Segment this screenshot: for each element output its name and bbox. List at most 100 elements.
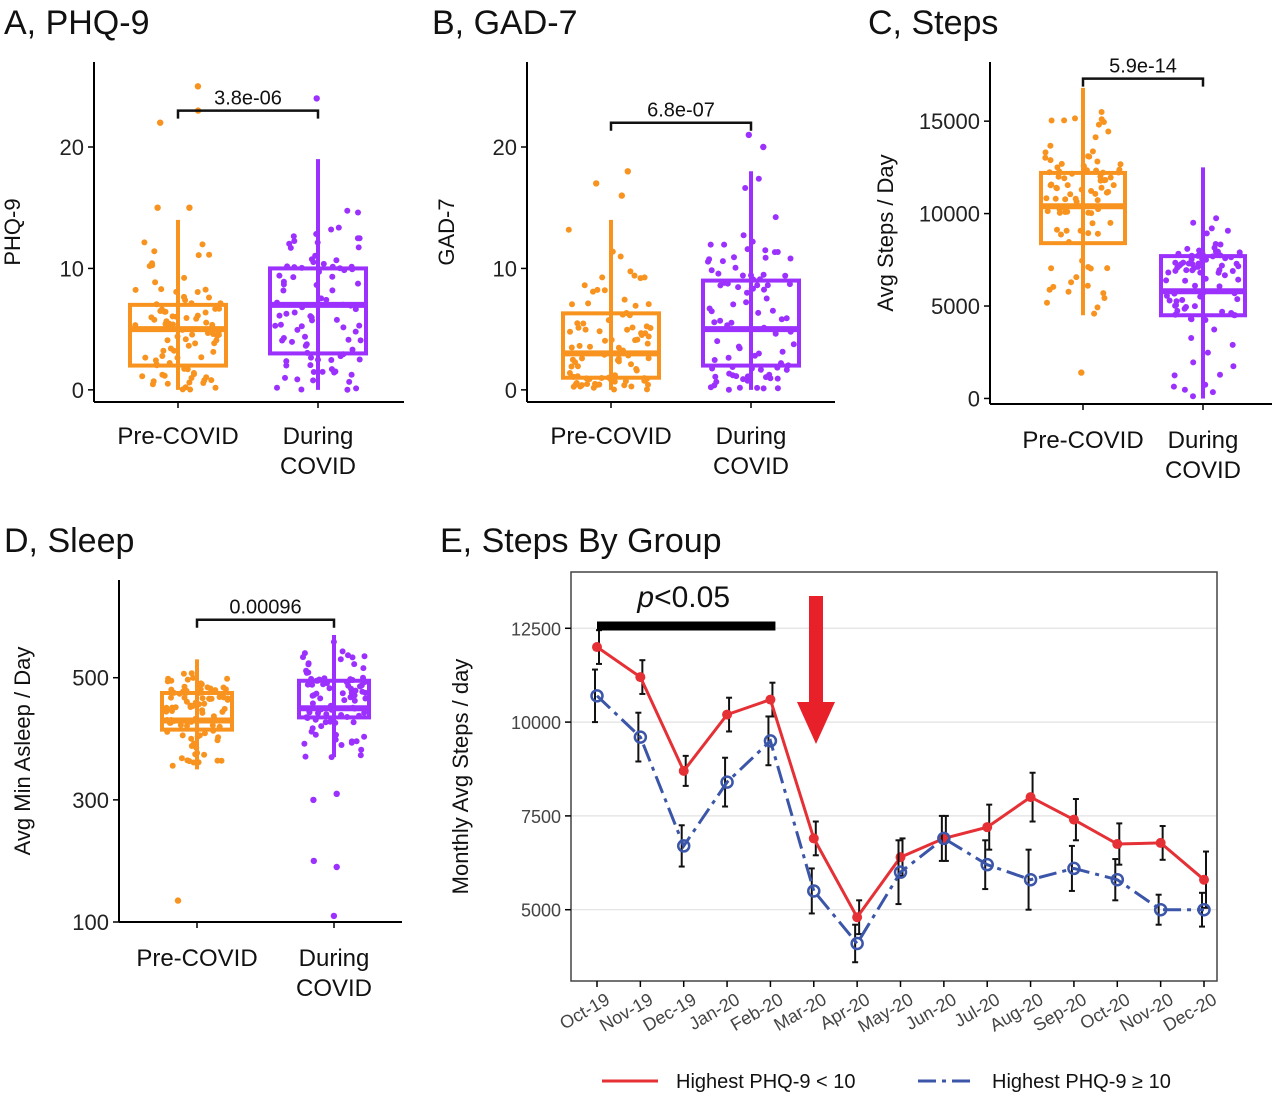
data-point <box>1104 265 1111 272</box>
data-point <box>1105 128 1112 135</box>
series-phq-low <box>592 629 1209 936</box>
series-point <box>763 734 778 748</box>
series-point <box>592 642 602 653</box>
data-point <box>194 312 201 319</box>
data-point <box>159 353 166 359</box>
data-point <box>195 252 202 259</box>
data-point <box>1173 298 1180 305</box>
data-point <box>160 347 167 354</box>
data-point <box>629 324 636 331</box>
data-point <box>302 753 309 760</box>
data-point <box>1188 316 1195 323</box>
data-point <box>361 653 368 660</box>
data-point <box>206 695 213 702</box>
y-tick-label: 12500 <box>511 619 561 639</box>
data-point <box>339 690 346 697</box>
data-point <box>157 308 164 314</box>
data-point <box>1171 372 1178 379</box>
data-point <box>1229 341 1236 348</box>
data-point <box>1235 276 1242 283</box>
data-point <box>762 247 769 254</box>
data-point <box>565 226 572 233</box>
box-during-covid <box>268 95 368 393</box>
data-point <box>1188 335 1195 341</box>
significance-bar: p<0.05 <box>597 581 776 631</box>
data-point <box>1092 190 1099 197</box>
data-point <box>320 260 327 267</box>
data-point <box>731 254 737 261</box>
data-point <box>584 381 591 387</box>
data-point <box>183 315 190 321</box>
iqr-box <box>701 278 801 368</box>
data-point <box>139 373 146 380</box>
data-point <box>1085 153 1092 160</box>
outlier-point <box>760 143 767 151</box>
panel-c: C, Steps 0 5000 10000 15000 Avg Steps / Day Pr… <box>868 4 1272 484</box>
y-axis-label: Avg Steps / Day <box>873 154 898 311</box>
x-category-label: COVID <box>713 453 789 480</box>
box-pre-covid <box>1039 87 1127 376</box>
series-point <box>678 765 689 776</box>
series-point <box>633 730 648 744</box>
data-point <box>1216 283 1223 290</box>
data-point <box>1085 209 1092 216</box>
data-point <box>779 348 786 355</box>
data-point <box>210 348 217 355</box>
data-point <box>1042 149 1049 156</box>
data-point <box>582 326 589 333</box>
data-point <box>1061 175 1068 182</box>
comparison-bracket: 5.9e-14 <box>1081 56 1205 87</box>
data-point <box>351 661 358 668</box>
data-point <box>1211 326 1218 333</box>
data-point <box>152 279 159 286</box>
data-point <box>349 346 356 353</box>
data-point <box>181 274 188 281</box>
data-point <box>169 762 176 769</box>
series-point <box>1023 872 1038 887</box>
iqr-box <box>268 266 368 356</box>
data-point <box>190 370 197 376</box>
data-point <box>1101 295 1108 301</box>
data-point <box>1172 267 1179 274</box>
data-point <box>732 264 739 271</box>
data-point <box>755 309 762 316</box>
data-point <box>1110 182 1117 189</box>
data-point <box>735 343 742 350</box>
plot-frame <box>570 571 1218 982</box>
data-point <box>289 338 295 345</box>
data-point <box>358 682 365 689</box>
data-point <box>1163 277 1170 284</box>
data-point <box>200 380 207 386</box>
series-point <box>893 865 908 879</box>
data-point <box>599 274 606 281</box>
data-point <box>754 282 761 289</box>
data-point <box>1047 157 1054 164</box>
data-point <box>1215 269 1222 276</box>
data-point <box>357 752 364 759</box>
data-point <box>579 355 585 362</box>
data-point <box>170 321 176 328</box>
data-point <box>1203 230 1210 237</box>
data-point <box>763 295 770 302</box>
data-point <box>628 383 635 390</box>
data-point <box>310 369 317 375</box>
data-point <box>1047 142 1054 149</box>
data-point <box>1053 184 1060 191</box>
data-point <box>1094 197 1101 204</box>
data-point <box>1089 148 1096 155</box>
data-point <box>328 357 335 363</box>
iqr-box <box>1159 254 1247 318</box>
data-point <box>301 740 308 747</box>
data-point <box>1043 195 1050 202</box>
data-point <box>1073 274 1080 281</box>
legend-label: Highest PHQ-9 < 10 <box>676 1071 856 1093</box>
data-point <box>1072 195 1079 202</box>
data-point <box>782 272 789 279</box>
data-point <box>1170 383 1177 390</box>
data-point <box>755 350 762 357</box>
data-point <box>1048 265 1055 272</box>
data-point <box>208 377 215 384</box>
data-point <box>1230 363 1237 370</box>
outlier-point <box>310 857 317 865</box>
data-point <box>1235 263 1242 270</box>
